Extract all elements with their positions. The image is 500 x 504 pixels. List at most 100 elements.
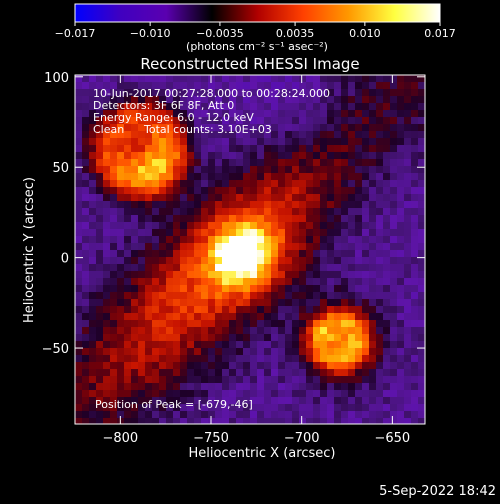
heatmap-cell [82,229,90,237]
heatmap-cell [264,383,272,391]
heatmap-cell [313,145,321,153]
heatmap-cell [292,124,300,132]
heatmap-cell [96,243,104,251]
heatmap-cell [222,369,230,377]
heatmap-cell [369,138,377,146]
heatmap-cell [383,404,391,412]
heatmap-cell [110,299,118,307]
heatmap-cell [229,82,237,90]
heatmap-cell [271,229,279,237]
heatmap-cell [152,124,160,132]
heatmap-cell [173,138,181,146]
heatmap-cell [187,320,195,328]
heatmap-cell [173,369,181,377]
heatmap-cell [131,257,139,265]
heatmap-cell [257,138,265,146]
heatmap-cell [89,271,97,279]
heatmap-cell [110,313,118,321]
heatmap-cell [397,187,405,195]
heatmap-cell [383,82,391,90]
heatmap-cell [306,236,314,244]
heatmap-cell [201,243,209,251]
heatmap-cell [369,229,377,237]
heatmap-cell [236,299,244,307]
heatmap-cell [243,362,251,370]
heatmap-cell [313,152,321,160]
heatmap-cell [327,334,335,342]
heatmap-cell [285,411,293,419]
heatmap-cell [285,390,293,398]
heatmap-cell [411,110,419,118]
heatmap-cell [313,215,321,223]
heatmap-cell [376,159,384,167]
heatmap-cell [82,124,90,132]
heatmap-cell [215,215,223,223]
heatmap-cell [306,299,314,307]
heatmap-cell [355,124,363,132]
heatmap-cell [362,257,370,265]
heatmap-cell [271,215,279,223]
heatmap-cell [215,117,223,125]
heatmap-cell [334,117,342,125]
heatmap-cell [306,110,314,118]
heatmap-cell [201,103,209,111]
heatmap-cell [362,313,370,321]
heatmap-cell [390,138,398,146]
heatmap-cell [418,124,425,132]
heatmap-cell [159,250,167,258]
heatmap-cell [82,369,90,377]
heatmap-cell [376,103,384,111]
heatmap-cell [187,159,195,167]
heatmap-cell [215,257,223,265]
heatmap-cell [89,243,97,251]
heatmap-cell [180,327,188,335]
heatmap-cell [222,124,230,132]
heatmap-cell [89,355,97,363]
heatmap-cell [187,264,195,272]
heatmap-cell [341,334,349,342]
heatmap-cell [96,124,104,132]
heatmap-cell [257,362,265,370]
heatmap-cell [138,201,146,209]
heatmap-cell [348,75,356,83]
heatmap-cell [194,208,202,216]
heatmap-cell [271,243,279,251]
heatmap-cell [285,89,293,97]
heatmap-cell [250,138,258,146]
heatmap-cell [376,362,384,370]
heatmap-cell [229,418,237,424]
heatmap-cell [390,180,398,188]
heatmap-cell [145,369,153,377]
heatmap-cell [348,390,356,398]
heatmap-cell [75,278,83,286]
heatmap-cell [215,145,223,153]
heatmap-cell [229,173,237,181]
heatmap-cell [208,110,216,118]
heatmap-cell [75,299,83,307]
heatmap-cell [243,250,251,258]
heatmap-cell [341,103,349,111]
heatmap-cell [243,145,251,153]
heatmap-cell [383,173,391,181]
heatmap-cell [271,145,279,153]
heatmap-cell [222,327,230,335]
heatmap-cell [418,390,425,398]
heatmap-cell [166,397,174,405]
heatmap-cell [271,397,279,405]
heatmap-cell [180,138,188,146]
heatmap-cell [376,285,384,293]
heatmap-cell [180,96,188,104]
heatmap-cell [285,320,293,328]
heatmap-cell [320,110,328,118]
heatmap-cell [341,180,349,188]
heatmap-cell [404,369,412,377]
heatmap-cell [292,180,300,188]
heatmap-cell [208,222,216,230]
heatmap-cell [355,229,363,237]
heatmap-cell [82,355,90,363]
heatmap-cell [180,292,188,300]
heatmap-cell [264,362,272,370]
heatmap-cell [278,320,286,328]
heatmap-cell [82,82,90,90]
heatmap-cell [341,124,349,132]
